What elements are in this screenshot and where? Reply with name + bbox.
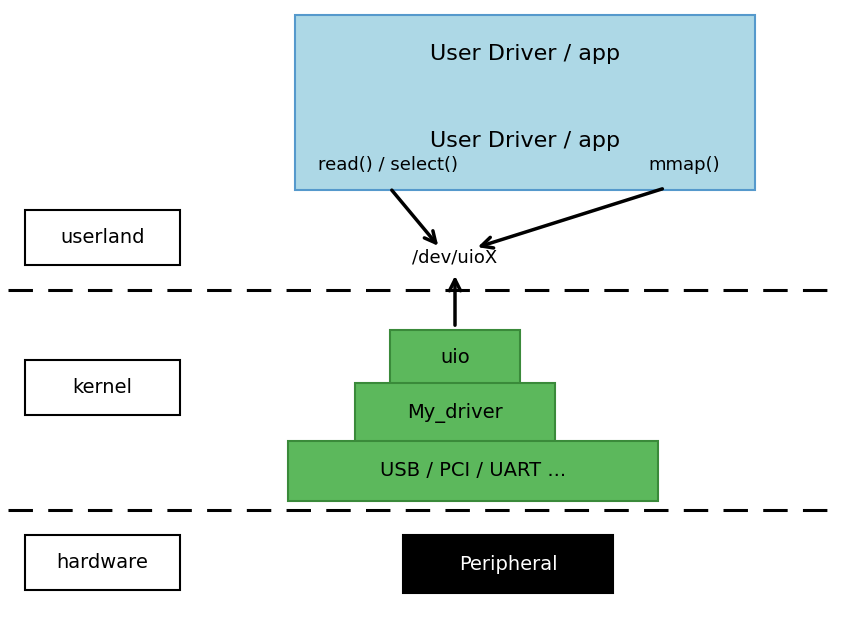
- Text: My_driver: My_driver: [407, 403, 503, 423]
- Text: /dev/uioX: /dev/uioX: [412, 249, 498, 267]
- Text: kernel: kernel: [72, 378, 132, 397]
- FancyBboxPatch shape: [295, 15, 755, 190]
- Text: USB / PCI / UART ...: USB / PCI / UART ...: [380, 461, 566, 480]
- FancyBboxPatch shape: [355, 383, 555, 443]
- Text: userland: userland: [60, 228, 145, 247]
- FancyBboxPatch shape: [288, 441, 658, 501]
- FancyBboxPatch shape: [25, 535, 180, 590]
- FancyBboxPatch shape: [25, 360, 180, 415]
- FancyBboxPatch shape: [25, 210, 180, 265]
- Text: uio: uio: [440, 348, 470, 367]
- FancyBboxPatch shape: [390, 330, 520, 385]
- Text: User Driver / app: User Driver / app: [430, 131, 620, 151]
- Text: User Driver / app: User Driver / app: [430, 44, 620, 64]
- FancyBboxPatch shape: [403, 535, 613, 593]
- Text: read() / select(): read() / select(): [318, 156, 458, 174]
- Text: Peripheral: Peripheral: [459, 555, 557, 574]
- Text: hardware: hardware: [57, 553, 148, 572]
- Text: mmap(): mmap(): [649, 156, 720, 174]
